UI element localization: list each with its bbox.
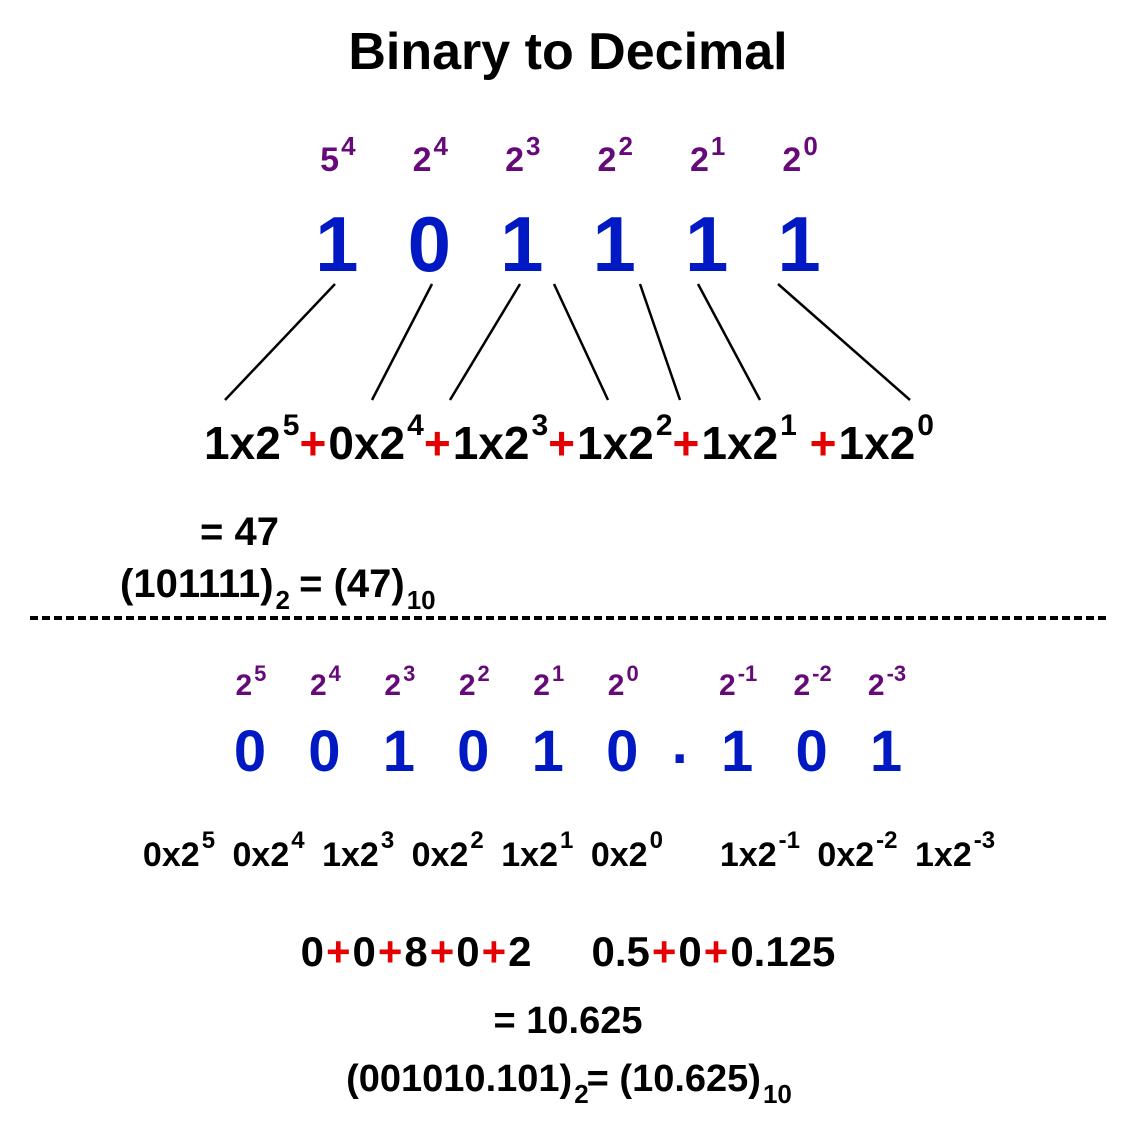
power-label: 54 [293,143,381,177]
power-label: 22 [570,143,658,177]
binary-digit: 1 [532,719,564,784]
power-label: 2-2 [777,671,847,701]
power-label: 22 [438,671,508,701]
bottom-expansion: 0x25 0x24 1x23 0x22 1x21 0x20 1x2-1 0x2-… [0,836,1136,875]
expansion-term: 1x2-1 [720,836,798,874]
binary-digit: 0 [457,719,489,784]
binary-digit: 1 [315,200,358,288]
plus-icon: + [480,928,509,975]
power-label: 25 [215,671,285,701]
plus-icon: + [297,417,328,469]
plus-icon: + [546,417,577,469]
radix-point: . [662,710,698,777]
plus-icon: + [671,417,702,469]
power-label: 24 [289,671,359,701]
binary-digit: 1 [383,719,415,784]
expansion-term: 0x20 [591,836,661,874]
binary-digit: 0 [795,719,827,784]
binary-digit: 1 [593,200,636,288]
plus-icon: + [702,928,731,975]
power-label: 21 [513,671,583,701]
power-label: 24 [385,143,473,177]
expansion-term: 0x22 [412,836,482,874]
expansion-term: 1x25 [204,417,297,469]
expansion-term: 1x20 [839,417,932,469]
diagram-title: Binary to Decimal [0,22,1136,82]
bottom-sum-values: 0+0+8+0+20.5+0+0.125 [0,928,1136,976]
binary-to-decimal-diagram: Binary to Decimal 541 240 231 221 211 20… [0,0,1136,1145]
power-label: 23 [364,671,434,701]
plus-icon: + [650,928,679,975]
binary-digit: 0 [308,719,340,784]
bottom-binary-digits: 250 240 231 220 211 200 . 2-11 2-20 2-31 [0,714,1136,781]
expansion-term: 1x23 [453,417,546,469]
binary-digit: 1 [870,719,902,784]
binary-digit: 1 [685,200,728,288]
expansion-term: 1x2-3 [915,836,993,874]
binary-digit: 0 [408,200,451,288]
top-expansion: 1x25+0x24+1x23+1x22+1x21 +1x20 [0,416,1136,470]
power-label: 2-1 [702,671,772,701]
power-label: 20 [587,671,657,701]
dashed-separator [30,616,1106,620]
expansion-term: 1x23 [322,836,392,874]
top-equation: (101111)2 = (47)10 [120,562,434,607]
plus-icon: + [428,928,457,975]
top-equals-result: = 47 [200,510,279,555]
plus-icon: + [324,928,353,975]
binary-digit: 1 [721,719,753,784]
plus-icon: + [422,417,453,469]
expansion-term: 1x22 [577,417,670,469]
binary-digit: 0 [606,719,638,784]
expansion-term: 0x2-2 [817,836,895,874]
power-label: 23 [478,143,566,177]
expansion-term: 0x24 [233,836,303,874]
power-label: 2-3 [851,671,921,701]
bottom-equals-result: = 10.625 [0,1000,1136,1043]
power-label: 20 [755,143,843,177]
binary-digit: 1 [500,200,543,288]
expansion-term: 1x21 [501,836,571,874]
binary-digit: 1 [777,200,820,288]
expansion-term: 0x25 [143,836,213,874]
power-label: 21 [663,143,751,177]
bottom-equation: (001010.101)2= (10.625)10 [0,1058,1136,1101]
binary-digit: 0 [234,719,266,784]
expansion-term: 0x24 [328,417,421,469]
plus-icon: + [376,928,405,975]
expansion-term: 1x21 [701,417,794,469]
top-binary-digits: 541 240 231 221 211 201 [0,205,1136,283]
plus-icon: + [795,417,839,469]
